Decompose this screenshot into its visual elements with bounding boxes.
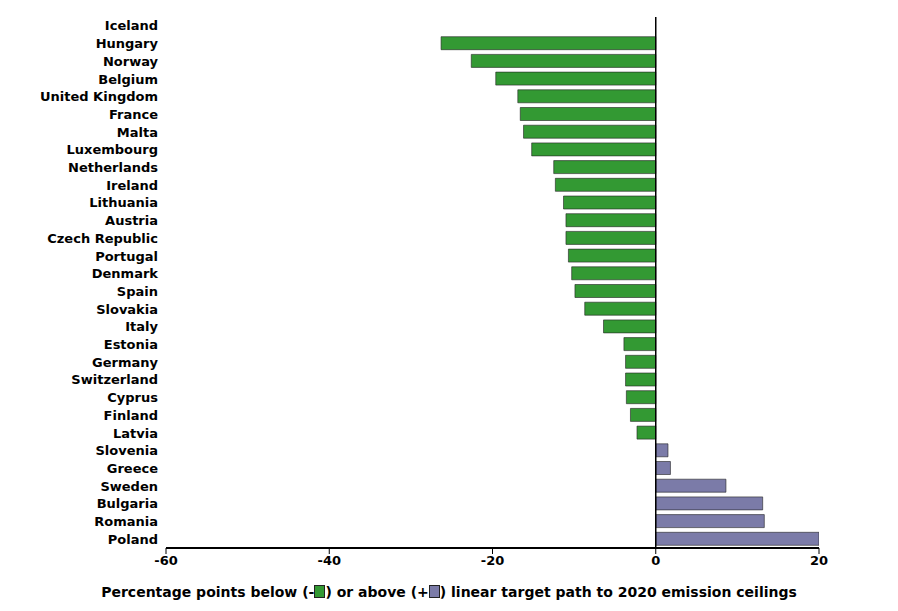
- svg-text:Sweden: Sweden: [100, 479, 158, 494]
- svg-text:Belgium: Belgium: [98, 72, 158, 87]
- svg-text:Hungary: Hungary: [96, 36, 159, 51]
- svg-text:Iceland: Iceland: [105, 18, 158, 33]
- svg-text:Slovenia: Slovenia: [95, 443, 158, 458]
- svg-text:Denmark: Denmark: [92, 266, 159, 281]
- svg-text:-20: -20: [481, 553, 505, 568]
- svg-text:Switzerland: Switzerland: [71, 372, 158, 387]
- svg-text:Estonia: Estonia: [104, 337, 158, 352]
- svg-text:Cyprus: Cyprus: [107, 390, 158, 405]
- svg-text:Bulgaria: Bulgaria: [97, 496, 158, 511]
- svg-text:United Kingdom: United Kingdom: [40, 89, 158, 104]
- svg-text:Norway: Norway: [103, 54, 159, 69]
- svg-text:Slovakia: Slovakia: [96, 302, 158, 317]
- svg-text:Luxembourg: Luxembourg: [67, 142, 159, 157]
- html-text:Percentage points below (-: Percentage points below (-: [101, 584, 315, 600]
- svg-text:Lithuania: Lithuania: [89, 195, 158, 210]
- svg-text:Germany: Germany: [92, 355, 158, 370]
- svg-text:Netherlands: Netherlands: [68, 160, 158, 175]
- svg-text:-60: -60: [154, 553, 178, 568]
- svg-text:-40: -40: [318, 553, 342, 568]
- svg-text:Malta: Malta: [117, 125, 158, 140]
- svg-text:Italy: Italy: [125, 319, 158, 334]
- svg-text:Czech Republic: Czech Republic: [47, 231, 158, 246]
- svg-text:Spain: Spain: [117, 284, 158, 299]
- svg-text:Poland: Poland: [108, 532, 158, 547]
- html-text:) or above (+: ) or above (+: [325, 584, 429, 600]
- html-text:) linear target path to 2020 e: ) linear target path to 2020 emission ce…: [439, 584, 797, 600]
- svg-text:Austria: Austria: [105, 213, 158, 228]
- svg-text:Ireland: Ireland: [106, 178, 158, 193]
- svg-text:France: France: [109, 107, 158, 122]
- svg-text:20: 20: [810, 553, 828, 568]
- svg-text:0: 0: [651, 553, 660, 568]
- svg-text:Romania: Romania: [94, 514, 158, 529]
- svg-text:Latvia: Latvia: [113, 426, 158, 441]
- svg-text:Greece: Greece: [107, 461, 158, 476]
- svg-text:Portugal: Portugal: [95, 249, 158, 264]
- svg-text:Finland: Finland: [104, 408, 158, 423]
